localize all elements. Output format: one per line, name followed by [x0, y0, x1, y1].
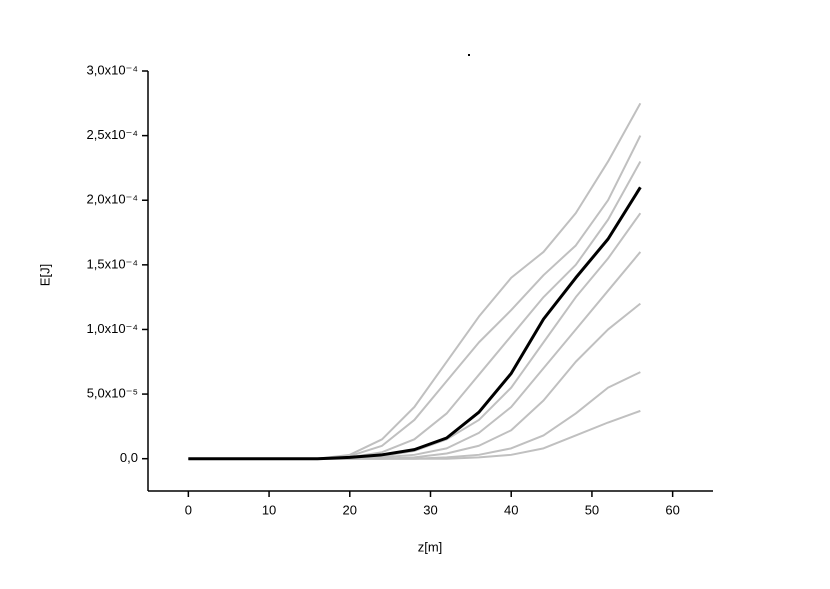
- y-tick-label: 2,0x10⁻⁴: [87, 192, 138, 207]
- x-tick-label: 30: [423, 502, 437, 517]
- x-tick-label: 40: [504, 502, 518, 517]
- y-tick-label: 3,0x10⁻⁴: [87, 62, 138, 77]
- y-tick-label: 2,5x10⁻⁴: [87, 127, 138, 142]
- x-tick-label: 50: [585, 502, 599, 517]
- series-line: [188, 135, 642, 460]
- series-line: [188, 186, 642, 461]
- y-tick-label: 0,0: [120, 450, 138, 465]
- x-tick-label: 0: [185, 502, 192, 517]
- stray-dot: [468, 54, 470, 56]
- x-tick-label: 10: [262, 502, 276, 517]
- x-axis-label: z[m]: [418, 539, 443, 554]
- series-line: [188, 371, 641, 460]
- series-line: [188, 302, 641, 460]
- series-line: [188, 160, 642, 460]
- x-tick-label: 20: [343, 502, 357, 517]
- y-tick-label: 1,5x10⁻⁴: [87, 256, 138, 271]
- y-tick-label: 1,0x10⁻⁴: [87, 321, 138, 336]
- y-tick-label: 5,0x10⁻⁵: [87, 386, 138, 401]
- series-line: [188, 212, 642, 460]
- y-axis-label: E[J]: [37, 264, 52, 286]
- x-tick-label: 60: [665, 502, 679, 517]
